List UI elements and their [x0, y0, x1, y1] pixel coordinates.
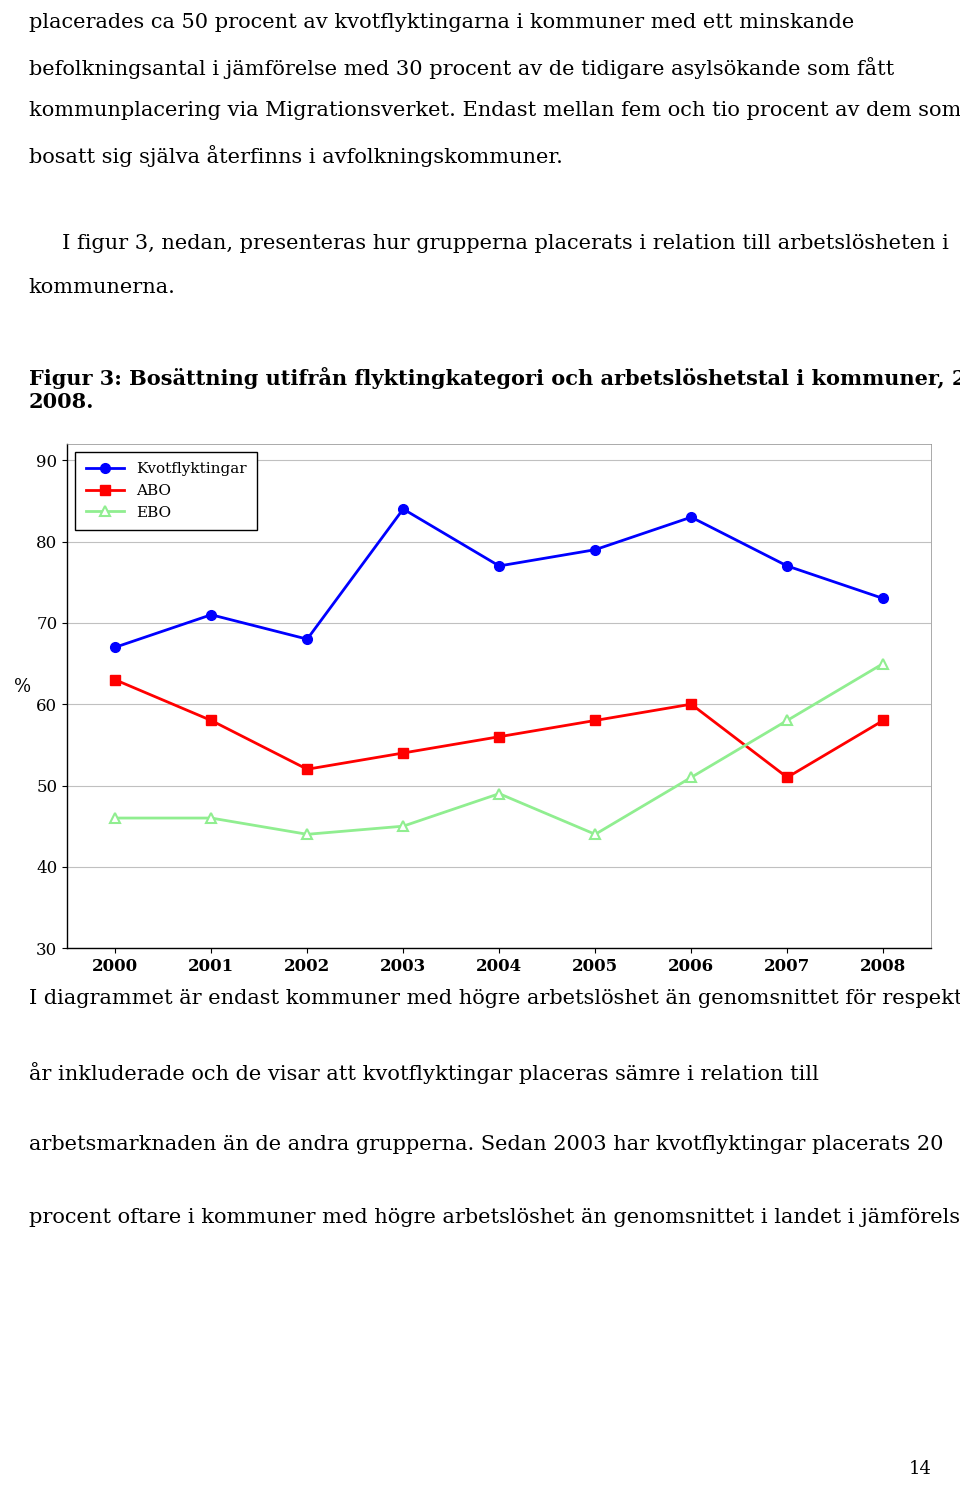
- EBO: [877, 655, 889, 673]
- Kvotflyktingar: [205, 605, 217, 623]
- Kvotflyktingar: [877, 590, 889, 608]
- ABO: [781, 769, 793, 787]
- Kvotflyktingar: [109, 638, 121, 656]
- ABO: [877, 712, 889, 730]
- Text: bosatt sig själva återfinns i avfolkningskommuner.: bosatt sig själva återfinns i avfolkning…: [29, 146, 563, 167]
- Kvotflyktingar: [397, 500, 409, 518]
- Kvotflyktingar: [781, 557, 793, 575]
- ABO: [685, 695, 697, 713]
- EBO: [781, 712, 793, 730]
- EBO: [685, 769, 697, 787]
- ABO: [493, 728, 505, 746]
- EBO: [493, 784, 505, 802]
- ABO: [397, 743, 409, 762]
- EBO: [589, 825, 601, 843]
- Text: I figur 3, nedan, presenteras hur grupperna placerats i relation till arbetslösh: I figur 3, nedan, presenteras hur gruppe…: [29, 233, 948, 253]
- Text: befolkningsantal i jämförelse med 30 procent av de tidigare asylsökande som fått: befolkningsantal i jämförelse med 30 pro…: [29, 57, 894, 78]
- Text: 14: 14: [908, 1460, 931, 1478]
- Kvotflyktingar: [685, 509, 697, 527]
- Text: placerades ca 50 procent av kvotflyktingarna i kommuner med ett minskande: placerades ca 50 procent av kvotflykting…: [29, 12, 854, 32]
- Line: Kvotflyktingar: Kvotflyktingar: [110, 504, 888, 652]
- EBO: [397, 817, 409, 835]
- EBO: [109, 810, 121, 828]
- Text: kommunplacering via Migrationsverket. Endast mellan fem och tio procent av dem s: kommunplacering via Migrationsverket. En…: [29, 101, 960, 120]
- ABO: [205, 712, 217, 730]
- Text: Figur 3: Bosättning utifrån flyktingkategori och arbetslöshetstal i kommuner, 20: Figur 3: Bosättning utifrån flyktingkate…: [29, 367, 960, 412]
- Text: procent oftare i kommuner med högre arbetslöshet än genomsnittet i landet i jämf: procent oftare i kommuner med högre arbe…: [29, 1209, 960, 1227]
- ABO: [301, 760, 313, 778]
- Kvotflyktingar: [589, 540, 601, 558]
- Legend: Kvotflyktingar, ABO, EBO: Kvotflyktingar, ABO, EBO: [75, 452, 257, 530]
- Line: ABO: ABO: [110, 674, 888, 783]
- Text: kommunerna.: kommunerna.: [29, 278, 176, 296]
- Text: år inkluderade och de visar att kvotflyktingar placeras sämre i relation till: år inkluderade och de visar att kvotflyk…: [29, 1063, 819, 1084]
- Kvotflyktingar: [301, 631, 313, 649]
- EBO: [205, 810, 217, 828]
- ABO: [109, 671, 121, 689]
- Y-axis label: %: %: [13, 679, 31, 695]
- Line: EBO: EBO: [110, 659, 888, 840]
- Text: I diagrammet är endast kommuner med högre arbetslöshet än genomsnittet för respe: I diagrammet är endast kommuner med högr…: [29, 989, 960, 1008]
- Text: arbetsmarknaden än de andra grupperna. Sedan 2003 har kvotflyktingar placerats 2: arbetsmarknaden än de andra grupperna. S…: [29, 1135, 944, 1154]
- Kvotflyktingar: [493, 557, 505, 575]
- EBO: [301, 825, 313, 843]
- ABO: [589, 712, 601, 730]
